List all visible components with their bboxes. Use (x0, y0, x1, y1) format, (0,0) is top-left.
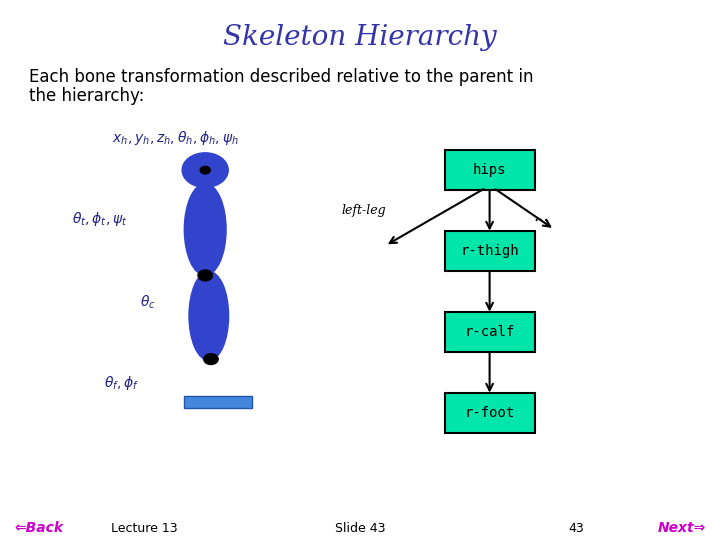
FancyBboxPatch shape (445, 231, 534, 271)
Text: ⇐Back: ⇐Back (14, 521, 63, 535)
FancyBboxPatch shape (184, 396, 252, 408)
FancyBboxPatch shape (445, 393, 534, 433)
Circle shape (198, 270, 212, 281)
Text: 43: 43 (568, 522, 584, 535)
Text: $x_h, y_h, z_h, \theta_h, \phi_h, \psi_h$: $x_h, y_h, z_h, \theta_h, \phi_h, \psi_h… (112, 129, 238, 147)
Text: Lecture 13: Lecture 13 (111, 522, 177, 535)
Ellipse shape (184, 184, 226, 275)
Ellipse shape (189, 271, 229, 361)
Text: ...: ... (534, 207, 549, 225)
Circle shape (182, 153, 228, 187)
Circle shape (204, 354, 218, 364)
Text: r-calf: r-calf (464, 325, 515, 339)
Text: hips: hips (473, 163, 506, 177)
Text: Slide 43: Slide 43 (335, 522, 385, 535)
Text: Next⇒: Next⇒ (657, 521, 706, 535)
Text: the hierarchy:: the hierarchy: (29, 87, 144, 105)
FancyBboxPatch shape (445, 312, 534, 352)
Text: Skeleton Hierarchy: Skeleton Hierarchy (223, 24, 497, 51)
FancyBboxPatch shape (445, 150, 534, 190)
Text: $\theta_t, \phi_t, \psi_t$: $\theta_t, \phi_t, \psi_t$ (72, 210, 127, 228)
Text: r-thigh: r-thigh (460, 244, 519, 258)
Text: $\theta_f, \phi_f$: $\theta_f, \phi_f$ (104, 374, 140, 393)
Text: left-leg: left-leg (341, 204, 386, 217)
Text: Each bone transformation described relative to the parent in: Each bone transformation described relat… (29, 68, 534, 85)
Text: $\theta_c$: $\theta_c$ (140, 294, 156, 311)
Text: r-foot: r-foot (464, 406, 515, 420)
Circle shape (200, 166, 210, 174)
